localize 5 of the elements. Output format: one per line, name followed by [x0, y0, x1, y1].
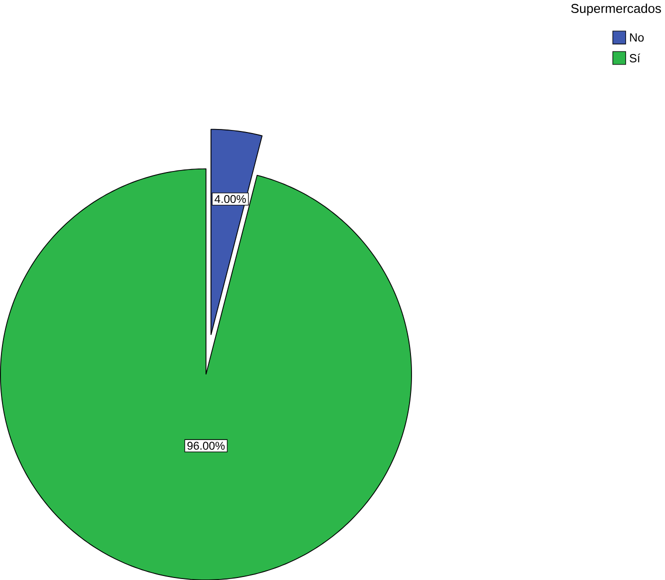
- data-label: 96.00%: [187, 442, 225, 450]
- legend-label: No: [630, 33, 644, 42]
- legend-title: Supermercados: [571, 3, 661, 16]
- legend-label: Sí: [630, 53, 640, 62]
- data-label: 4.00%: [214, 194, 246, 203]
